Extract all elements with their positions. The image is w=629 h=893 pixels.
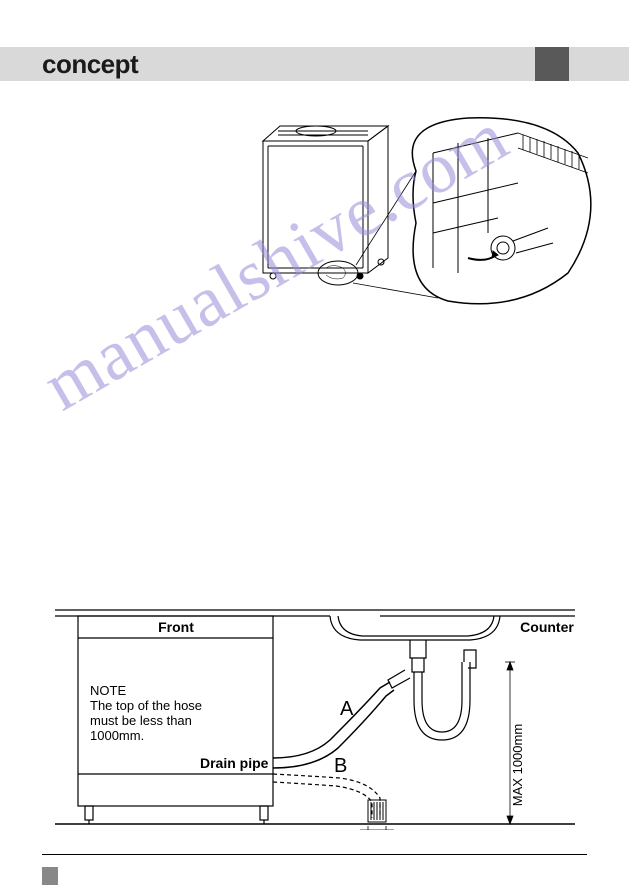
brand-logo: concept	[42, 49, 138, 80]
label-max-height: MAX 1000mm	[510, 724, 525, 806]
dishwasher-connection-diagram	[238, 113, 598, 308]
drain-hose-installation-diagram: Front Counter Drain pipe NOTE The top of…	[50, 600, 580, 830]
label-front: Front	[158, 619, 194, 635]
note-title: NOTE	[90, 683, 126, 698]
label-hose-a: A	[340, 698, 354, 720]
note-line1: The top of the hose	[90, 698, 202, 713]
note-line2: must be less than	[90, 713, 192, 728]
note-line3: 1000mm.	[90, 728, 144, 743]
header-accent-square	[535, 47, 569, 81]
label-drain-pipe: Drain pipe	[200, 755, 269, 771]
label-hose-b: B	[334, 755, 347, 777]
footer-page-marker	[42, 867, 58, 885]
footer-divider	[42, 854, 587, 855]
label-counter: Counter	[520, 619, 574, 635]
